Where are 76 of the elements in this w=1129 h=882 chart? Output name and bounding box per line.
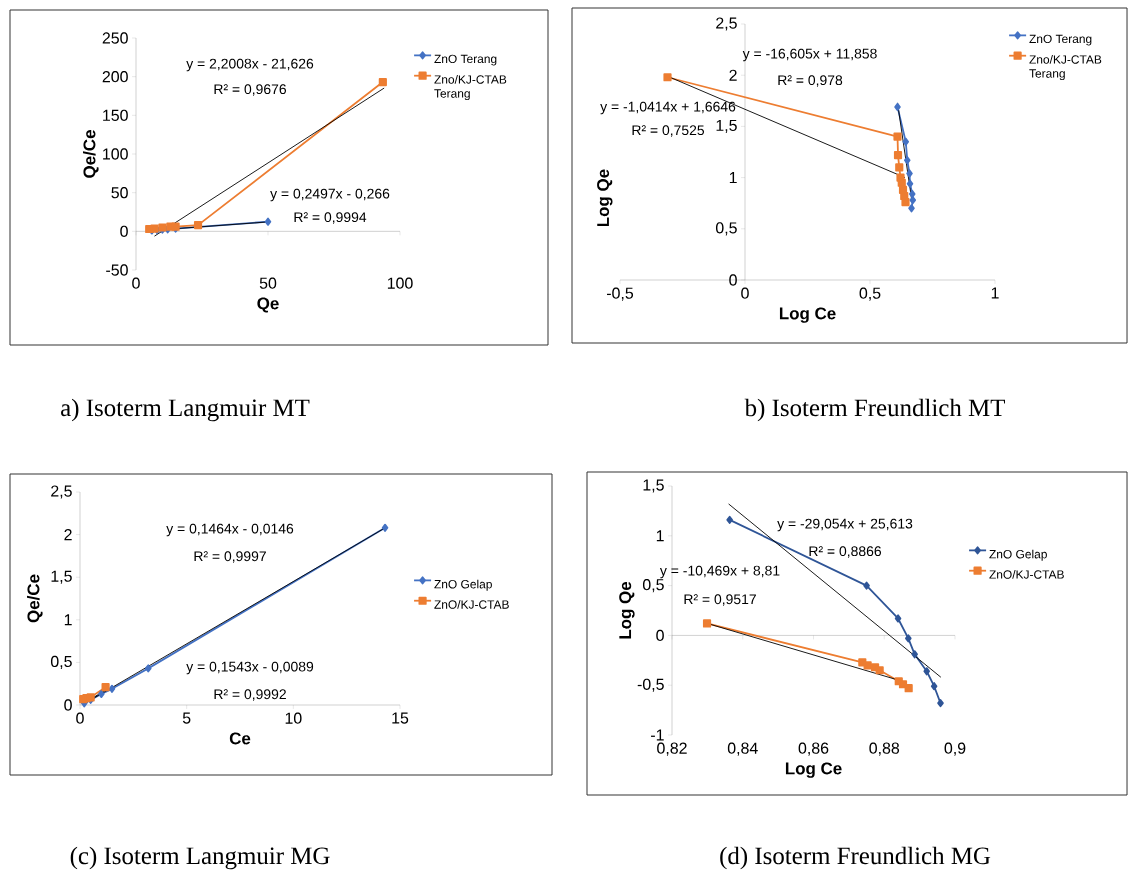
y-tick-label: 100 bbox=[103, 148, 128, 160]
text: a) Isoterm Langmuir MT bbox=[61, 398, 310, 422]
y-axis-title: Log Qe bbox=[597, 169, 613, 227]
annotation: y = -1,0414x + 1,6646 bbox=[600, 101, 736, 115]
y-tick-label: -50 bbox=[106, 264, 128, 276]
y-tick-label: 0 bbox=[656, 629, 664, 642]
x-tick-label: 0 bbox=[741, 287, 749, 299]
annotation: R² = 0,9517 bbox=[684, 594, 756, 606]
y-tick-label: 1 bbox=[729, 172, 737, 184]
y-tick-label: 0,5 bbox=[642, 579, 664, 593]
y-tick-label: 250 bbox=[102, 32, 128, 44]
y-tick-label: 1,5 bbox=[716, 119, 737, 133]
text: b) Isoterm Freundlich MT bbox=[744, 398, 1005, 422]
x-tick-label: -0,5 bbox=[606, 287, 634, 301]
annotation: y = 0,1543x - 0,0089 bbox=[186, 661, 314, 675]
x-tick-label: 0,5 bbox=[859, 287, 881, 301]
annotation: y = 0,1464x - 0,0146 bbox=[166, 523, 294, 537]
legend-label: ZnO Gelap bbox=[434, 579, 492, 591]
legend-label: Zno/KJ-CTAB Terang bbox=[434, 74, 507, 101]
x-tick-label: 50 bbox=[259, 277, 277, 289]
annotation: y = 0,2497x - 0,266 bbox=[270, 188, 390, 202]
y-tick-label: 2,5 bbox=[51, 485, 72, 499]
legend-label: ZnO/KJ-CTAB bbox=[434, 599, 509, 609]
annotation: y = -29,054x + 25,613 bbox=[777, 518, 913, 532]
annotation: R² = 0,7525 bbox=[632, 125, 705, 137]
y-tick-label: 1,5 bbox=[51, 570, 72, 584]
legend-label: ZnO Terang bbox=[1029, 34, 1092, 46]
y-axis-title: Log Qe bbox=[619, 581, 635, 639]
y-tick-label: 2,5 bbox=[716, 17, 737, 31]
x-axis-title: Ce bbox=[229, 732, 251, 745]
y-tick-label: 0 bbox=[120, 225, 128, 237]
y-tick-label: 1 bbox=[64, 614, 72, 626]
annotation: y = 2,2008x - 21,626 bbox=[186, 58, 314, 72]
text: (c) Isoterm Langmuir MG bbox=[70, 846, 330, 870]
y-tick-label: 200 bbox=[102, 71, 128, 83]
legend-label: ZnO Terang bbox=[434, 54, 497, 66]
annotation: R² = 0,9992 bbox=[214, 689, 286, 701]
annotation: R² = 0,9997 bbox=[194, 551, 266, 563]
y-axis-title: Qe/Ce bbox=[83, 130, 99, 178]
legend-label: ZnO/KJ-CTAB bbox=[989, 569, 1064, 579]
y-axis-title: Qe/Ce bbox=[27, 574, 43, 623]
y-tick-label: 0 bbox=[64, 699, 72, 711]
x-axis-title: Log Ce bbox=[785, 762, 842, 778]
x-tick-label: 0 bbox=[76, 712, 84, 724]
x-tick-label: 0,86 bbox=[798, 742, 829, 756]
x-tick-label: 0,9 bbox=[944, 742, 966, 756]
x-axis-title: Log Ce bbox=[779, 307, 836, 323]
annotation: R² = 0,978 bbox=[778, 75, 843, 87]
annotation: y = -10,469x + 8,81 bbox=[659, 565, 780, 579]
y-tick-label: 2 bbox=[64, 529, 72, 541]
y-tick-label: 1 bbox=[656, 530, 664, 542]
annotation: y = -16,605x + 11,858 bbox=[742, 48, 877, 62]
annotation: R² = 0,9994 bbox=[294, 212, 367, 224]
y-tick-label: 2 bbox=[729, 69, 737, 81]
y-tick-label: 0,5 bbox=[715, 222, 737, 236]
y-tick-label: -1 bbox=[651, 729, 664, 741]
legend-label: Zno/KJ-CTAB Terang bbox=[1029, 54, 1102, 81]
y-tick-label: 1,5 bbox=[643, 479, 664, 493]
x-tick-label: 15 bbox=[392, 712, 409, 724]
y-tick-label: 150 bbox=[103, 109, 128, 121]
legend-label: ZnO Gelap bbox=[989, 549, 1047, 561]
x-tick-label: 10 bbox=[285, 712, 302, 724]
annotation: R² = 0,8866 bbox=[809, 546, 882, 558]
y-tick-label: 0,5 bbox=[50, 655, 72, 669]
x-axis-title: Qe bbox=[257, 297, 279, 313]
x-tick-label: 0 bbox=[132, 277, 140, 289]
y-tick-label: 50 bbox=[111, 187, 128, 199]
x-tick-label: 5 bbox=[182, 712, 191, 724]
y-tick-label: -0,5 bbox=[637, 678, 664, 692]
x-tick-label: 100 bbox=[387, 277, 413, 289]
x-tick-label: 0,88 bbox=[869, 742, 900, 756]
x-tick-label: 0,84 bbox=[727, 742, 758, 756]
x-tick-label: 1 bbox=[991, 287, 999, 299]
annotation: R² = 0,9676 bbox=[214, 84, 287, 96]
text: (d) Isoterm Freundlich MG bbox=[720, 846, 991, 870]
x-tick-label: 0,82 bbox=[657, 742, 687, 756]
